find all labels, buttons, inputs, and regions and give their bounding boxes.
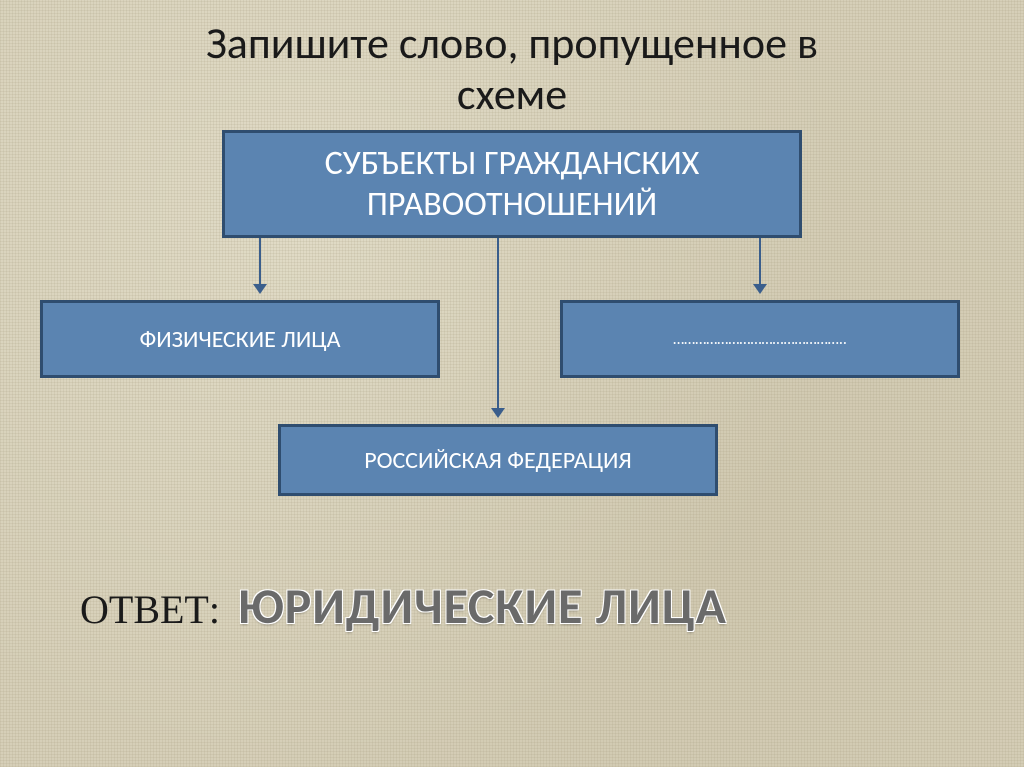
slide-title: Запишите слово, пропущенное в схеме — [0, 18, 1024, 119]
answer-label: ОТВЕТ: — [80, 586, 220, 633]
diagram-left-box: ФИЗИЧЕСКИЕ ЛИЦА — [40, 300, 440, 378]
diagram-bottom-box: РОССИЙСКАЯ ФЕДЕРАЦИЯ — [278, 424, 718, 496]
arrow-to-left — [259, 238, 261, 284]
arrow-to-right-head — [753, 284, 767, 294]
answer-row: ОТВЕТ: ЮРИДИЧЕСКИЕ ЛИЦА — [80, 576, 727, 637]
root-line2: ПРАВООТНОШЕНИЙ — [367, 184, 657, 225]
arrow-to-bottom-head — [491, 408, 505, 418]
diagram-root-box: СУБЪЕКТЫ ГРАЖДАНСКИХ ПРАВООТНОШЕНИЙ — [222, 130, 802, 238]
root-line1: СУБЪЕКТЫ ГРАЖДАНСКИХ — [325, 143, 700, 184]
diagram-root-text: СУБЪЕКТЫ ГРАЖДАНСКИХ ПРАВООТНОШЕНИЙ — [325, 143, 700, 225]
title-line2: схеме — [457, 67, 567, 121]
right-box-text: ……………………………………….. — [673, 330, 847, 349]
title-line1: Запишите слово, пропущенное в — [206, 16, 818, 70]
arrow-to-bottom — [497, 238, 499, 408]
slide: Запишите слово, пропущенное в схеме СУБЪ… — [0, 0, 1024, 767]
left-box-text: ФИЗИЧЕСКИЕ ЛИЦА — [139, 325, 340, 354]
diagram-right-box-blank: ……………………………………….. — [560, 300, 960, 378]
bottom-box-text: РОССИЙСКАЯ ФЕДЕРАЦИЯ — [364, 446, 632, 475]
answer-value: ЮРИДИЧЕСКИЕ ЛИЦА — [238, 576, 727, 637]
arrow-to-left-head — [253, 284, 267, 294]
arrow-to-right — [759, 238, 761, 284]
